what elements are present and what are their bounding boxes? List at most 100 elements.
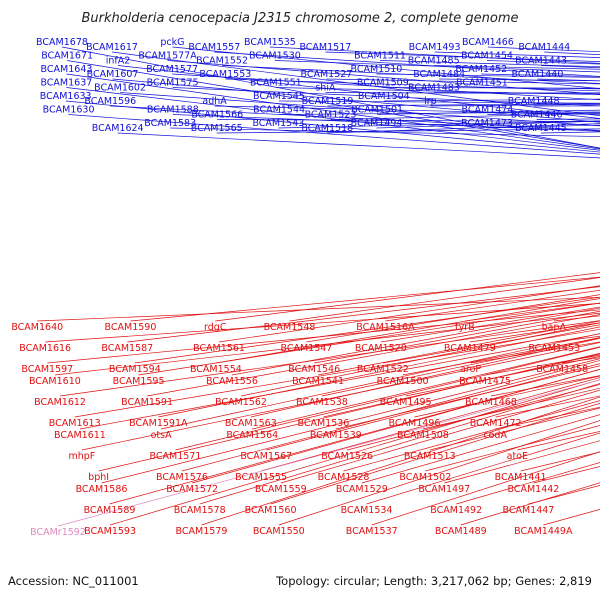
label-connector	[380, 306, 600, 343]
label-connector	[274, 60, 600, 73]
gene-label: BCAM1617	[86, 42, 138, 53]
label-connector	[172, 73, 600, 101]
label-connector	[192, 368, 600, 484]
gene-label: BCAM1561	[193, 343, 245, 354]
gene-label: BCAM1550	[253, 526, 305, 537]
gene-label: BCAM1586	[76, 484, 128, 495]
gene-label: BCAM1578	[174, 505, 226, 516]
label-connector	[37, 296, 600, 322]
gene-label: BCAM1552	[196, 56, 248, 67]
gene-label: bapA	[542, 322, 567, 333]
gene-label: BCAM1500	[377, 376, 429, 387]
label-connector	[306, 294, 600, 343]
gene-label: BCAM1448	[508, 96, 560, 107]
gene-label: BCAM1446	[511, 110, 563, 121]
gene-label: BCAM1529	[336, 484, 388, 495]
gene-label: BCAM1577A	[138, 51, 197, 62]
label-connector	[218, 285, 600, 343]
gene-label: BCAM1485	[408, 56, 460, 67]
label-connector	[289, 277, 600, 322]
gene-label: BCAM1575	[147, 78, 199, 89]
gene-label: BCAM1484	[413, 69, 465, 80]
label-connector	[269, 46, 600, 64]
label-connector	[343, 400, 600, 472]
gene-label: BCAM1504	[358, 91, 410, 102]
label-connector	[383, 98, 600, 102]
label-connector	[61, 46, 600, 149]
gene-label: atoE	[507, 451, 528, 462]
gene-label: BCAM1546	[288, 364, 340, 375]
gene-label: BCAM1516A	[356, 322, 415, 333]
gene-label: BCAM1557	[188, 42, 240, 53]
label-connector	[65, 100, 600, 153]
gene-label: BCAM1447	[503, 505, 555, 516]
gene-label: BCAM1519	[302, 96, 354, 107]
label-connector	[172, 87, 600, 107]
label-connector	[109, 379, 600, 526]
gene-label: BCAM1640	[11, 322, 63, 333]
gene-label: BCAM1451	[456, 78, 508, 89]
gene-label: codA	[483, 430, 507, 441]
gene-label: BCAM1493	[409, 42, 461, 53]
gene-label: BCAM1602	[94, 83, 146, 94]
label-connector	[252, 346, 600, 430]
label-connector	[110, 105, 600, 131]
gene-label: BCAM1548	[264, 322, 316, 333]
label-connector	[278, 420, 600, 526]
gene-label: BCAM1563	[225, 418, 277, 429]
gene-label: BCAM1607	[87, 69, 139, 80]
gene-label: BCAM1518	[301, 123, 353, 134]
label-connector	[402, 337, 600, 376]
label-connector	[181, 360, 600, 472]
gene-label: BCAM1637	[40, 78, 92, 89]
gene-label: lrp	[424, 96, 437, 107]
label-connector	[464, 302, 600, 322]
gene-label: BCAM1483	[408, 83, 460, 94]
gene-label: BCAM1543	[252, 118, 304, 129]
gene-label: BCAM1440	[512, 69, 564, 80]
label-connector	[130, 276, 600, 322]
gene-label: BCAM1544	[253, 105, 305, 116]
label-connector	[161, 333, 600, 430]
gene-label: BCAM1555	[235, 472, 287, 483]
gene-label: BCAM1577	[146, 64, 198, 75]
label-connector	[382, 324, 600, 364]
gene-label: BCAM1541	[292, 376, 344, 387]
gene-label: BCAM1443	[515, 56, 567, 67]
label-connector	[66, 87, 600, 151]
gene-label: BCAM1613	[49, 418, 101, 429]
gene-label: BCAM1535	[244, 37, 296, 48]
gene-label: BCAM1616	[19, 343, 71, 354]
gene-label: BCAM1562	[215, 397, 267, 408]
label-connector	[68, 114, 600, 155]
label-connector	[222, 65, 600, 84]
label-connector	[101, 358, 600, 484]
label-connector	[215, 298, 600, 364]
gene-label: BCAM1517	[299, 42, 351, 53]
label-connector	[270, 402, 600, 505]
label-connector	[327, 123, 600, 134]
gene-label: BCAM1452	[455, 64, 507, 75]
gene-label: BCAM1442	[508, 484, 560, 495]
gene-label: BCAM1454	[461, 51, 513, 62]
label-connector	[382, 87, 600, 89]
gene-label: BCAMr1592	[30, 527, 86, 538]
gene-label: BCAM1590	[105, 322, 157, 333]
label-connector	[327, 103, 600, 107]
label-connector	[266, 363, 600, 451]
gene-label: BCAM1551	[250, 78, 302, 89]
gene-label: infA2	[106, 56, 131, 67]
label-connector	[280, 389, 600, 484]
gene-label: BCAM1530	[249, 51, 301, 62]
label-connector	[278, 120, 600, 129]
label-connector	[330, 113, 600, 120]
gene-label: BCAM1502	[399, 472, 451, 483]
label-connector	[175, 346, 600, 451]
gene-label: BCAM1494	[351, 118, 403, 129]
label-connector	[117, 132, 600, 159]
gene-label: BCAM1441	[495, 472, 547, 483]
gene-label: BCAM1534	[341, 505, 393, 516]
gene-label: BCAM1508	[397, 430, 449, 441]
label-connector	[134, 296, 600, 364]
gene-label: BCAM1553	[199, 69, 251, 80]
